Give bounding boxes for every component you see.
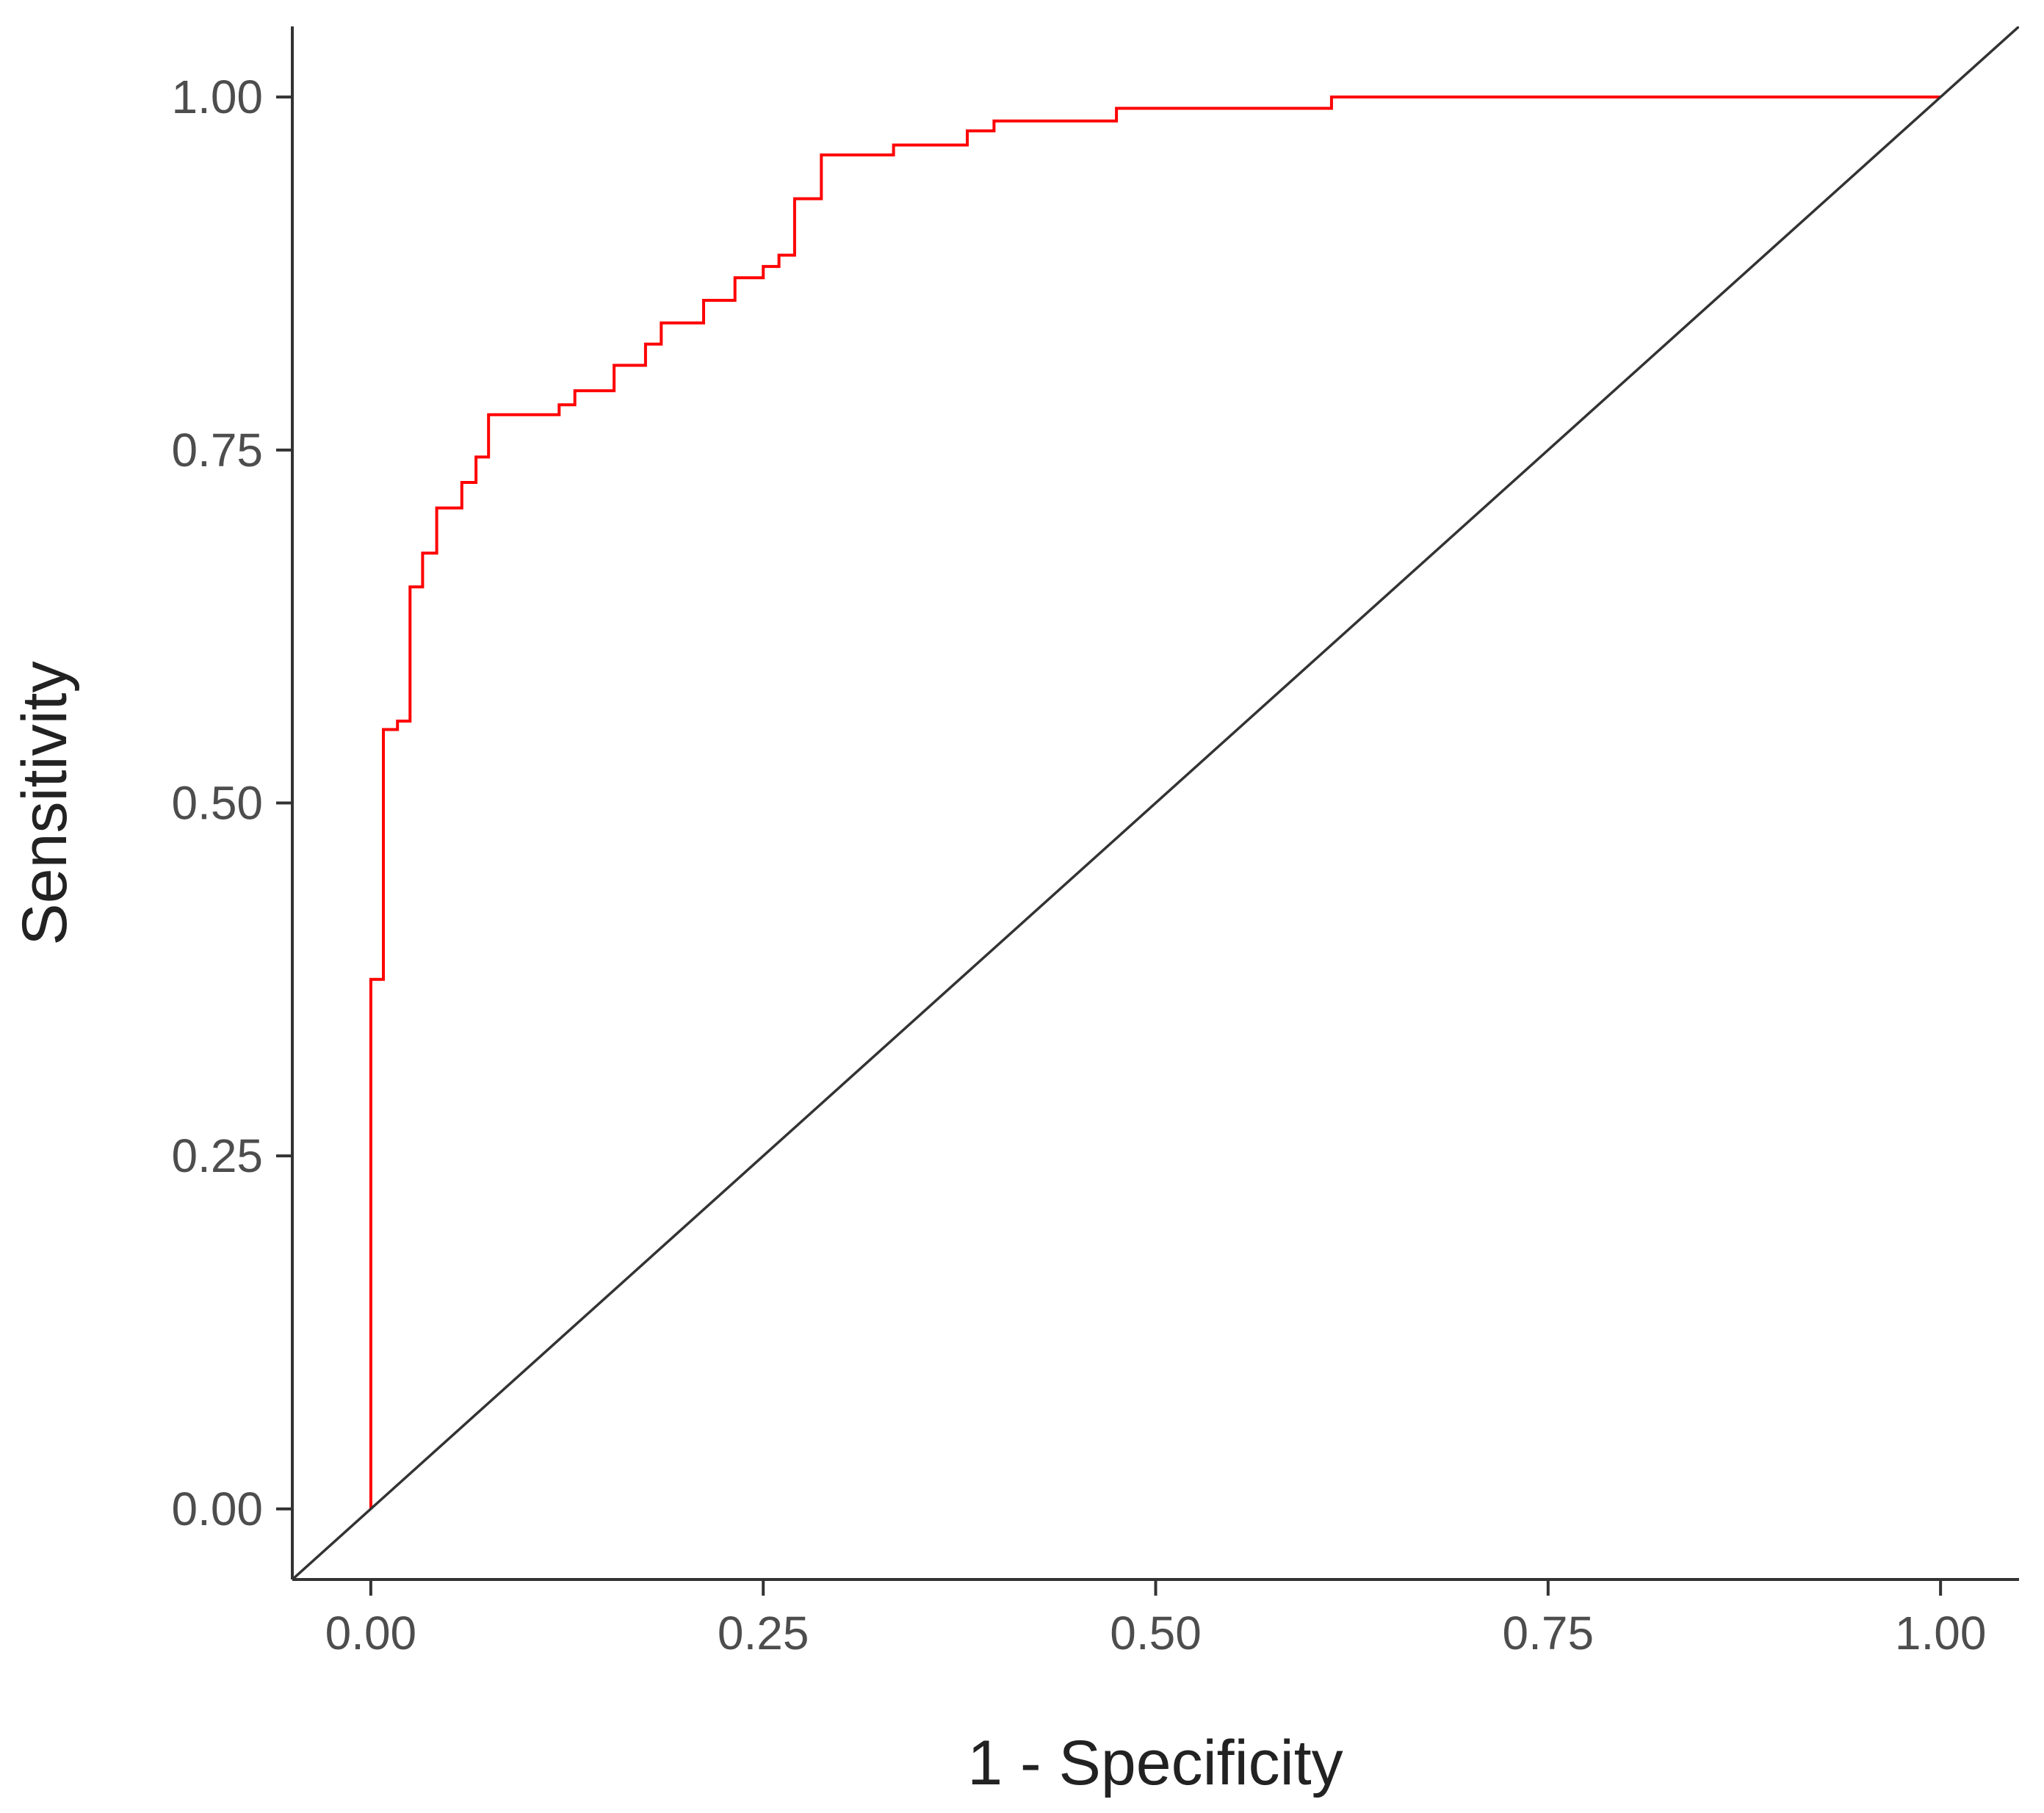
x-tick-label: 0.50 — [1110, 1607, 1202, 1660]
series-layer — [292, 26, 2019, 1579]
x-tick-label: 0.00 — [325, 1607, 417, 1660]
roc-curve-line — [369, 95, 1941, 1509]
y-tick-label: 0.25 — [171, 1129, 263, 1182]
y-tick-label: 0.50 — [171, 777, 263, 830]
x-tick-label: 1.00 — [1895, 1607, 1987, 1660]
reference-diagonal-line — [292, 26, 2019, 1579]
y-tick-label: 1.00 — [171, 70, 263, 123]
ticks-layer: 0.00 0.25 0.50 0.75 1.00 0.00 0.25 0.50 0.75 1.00 — [171, 70, 1986, 1660]
y-tick-label: 0.00 — [171, 1483, 263, 1535]
y-tick-label: 0.75 — [171, 424, 263, 477]
x-tick-label: 0.75 — [1503, 1607, 1595, 1660]
y-axis-title: Sensitivity — [10, 661, 80, 945]
x-tick-label: 0.25 — [718, 1607, 809, 1660]
x-axis-title: 1 - Specificity — [967, 1728, 1343, 1798]
